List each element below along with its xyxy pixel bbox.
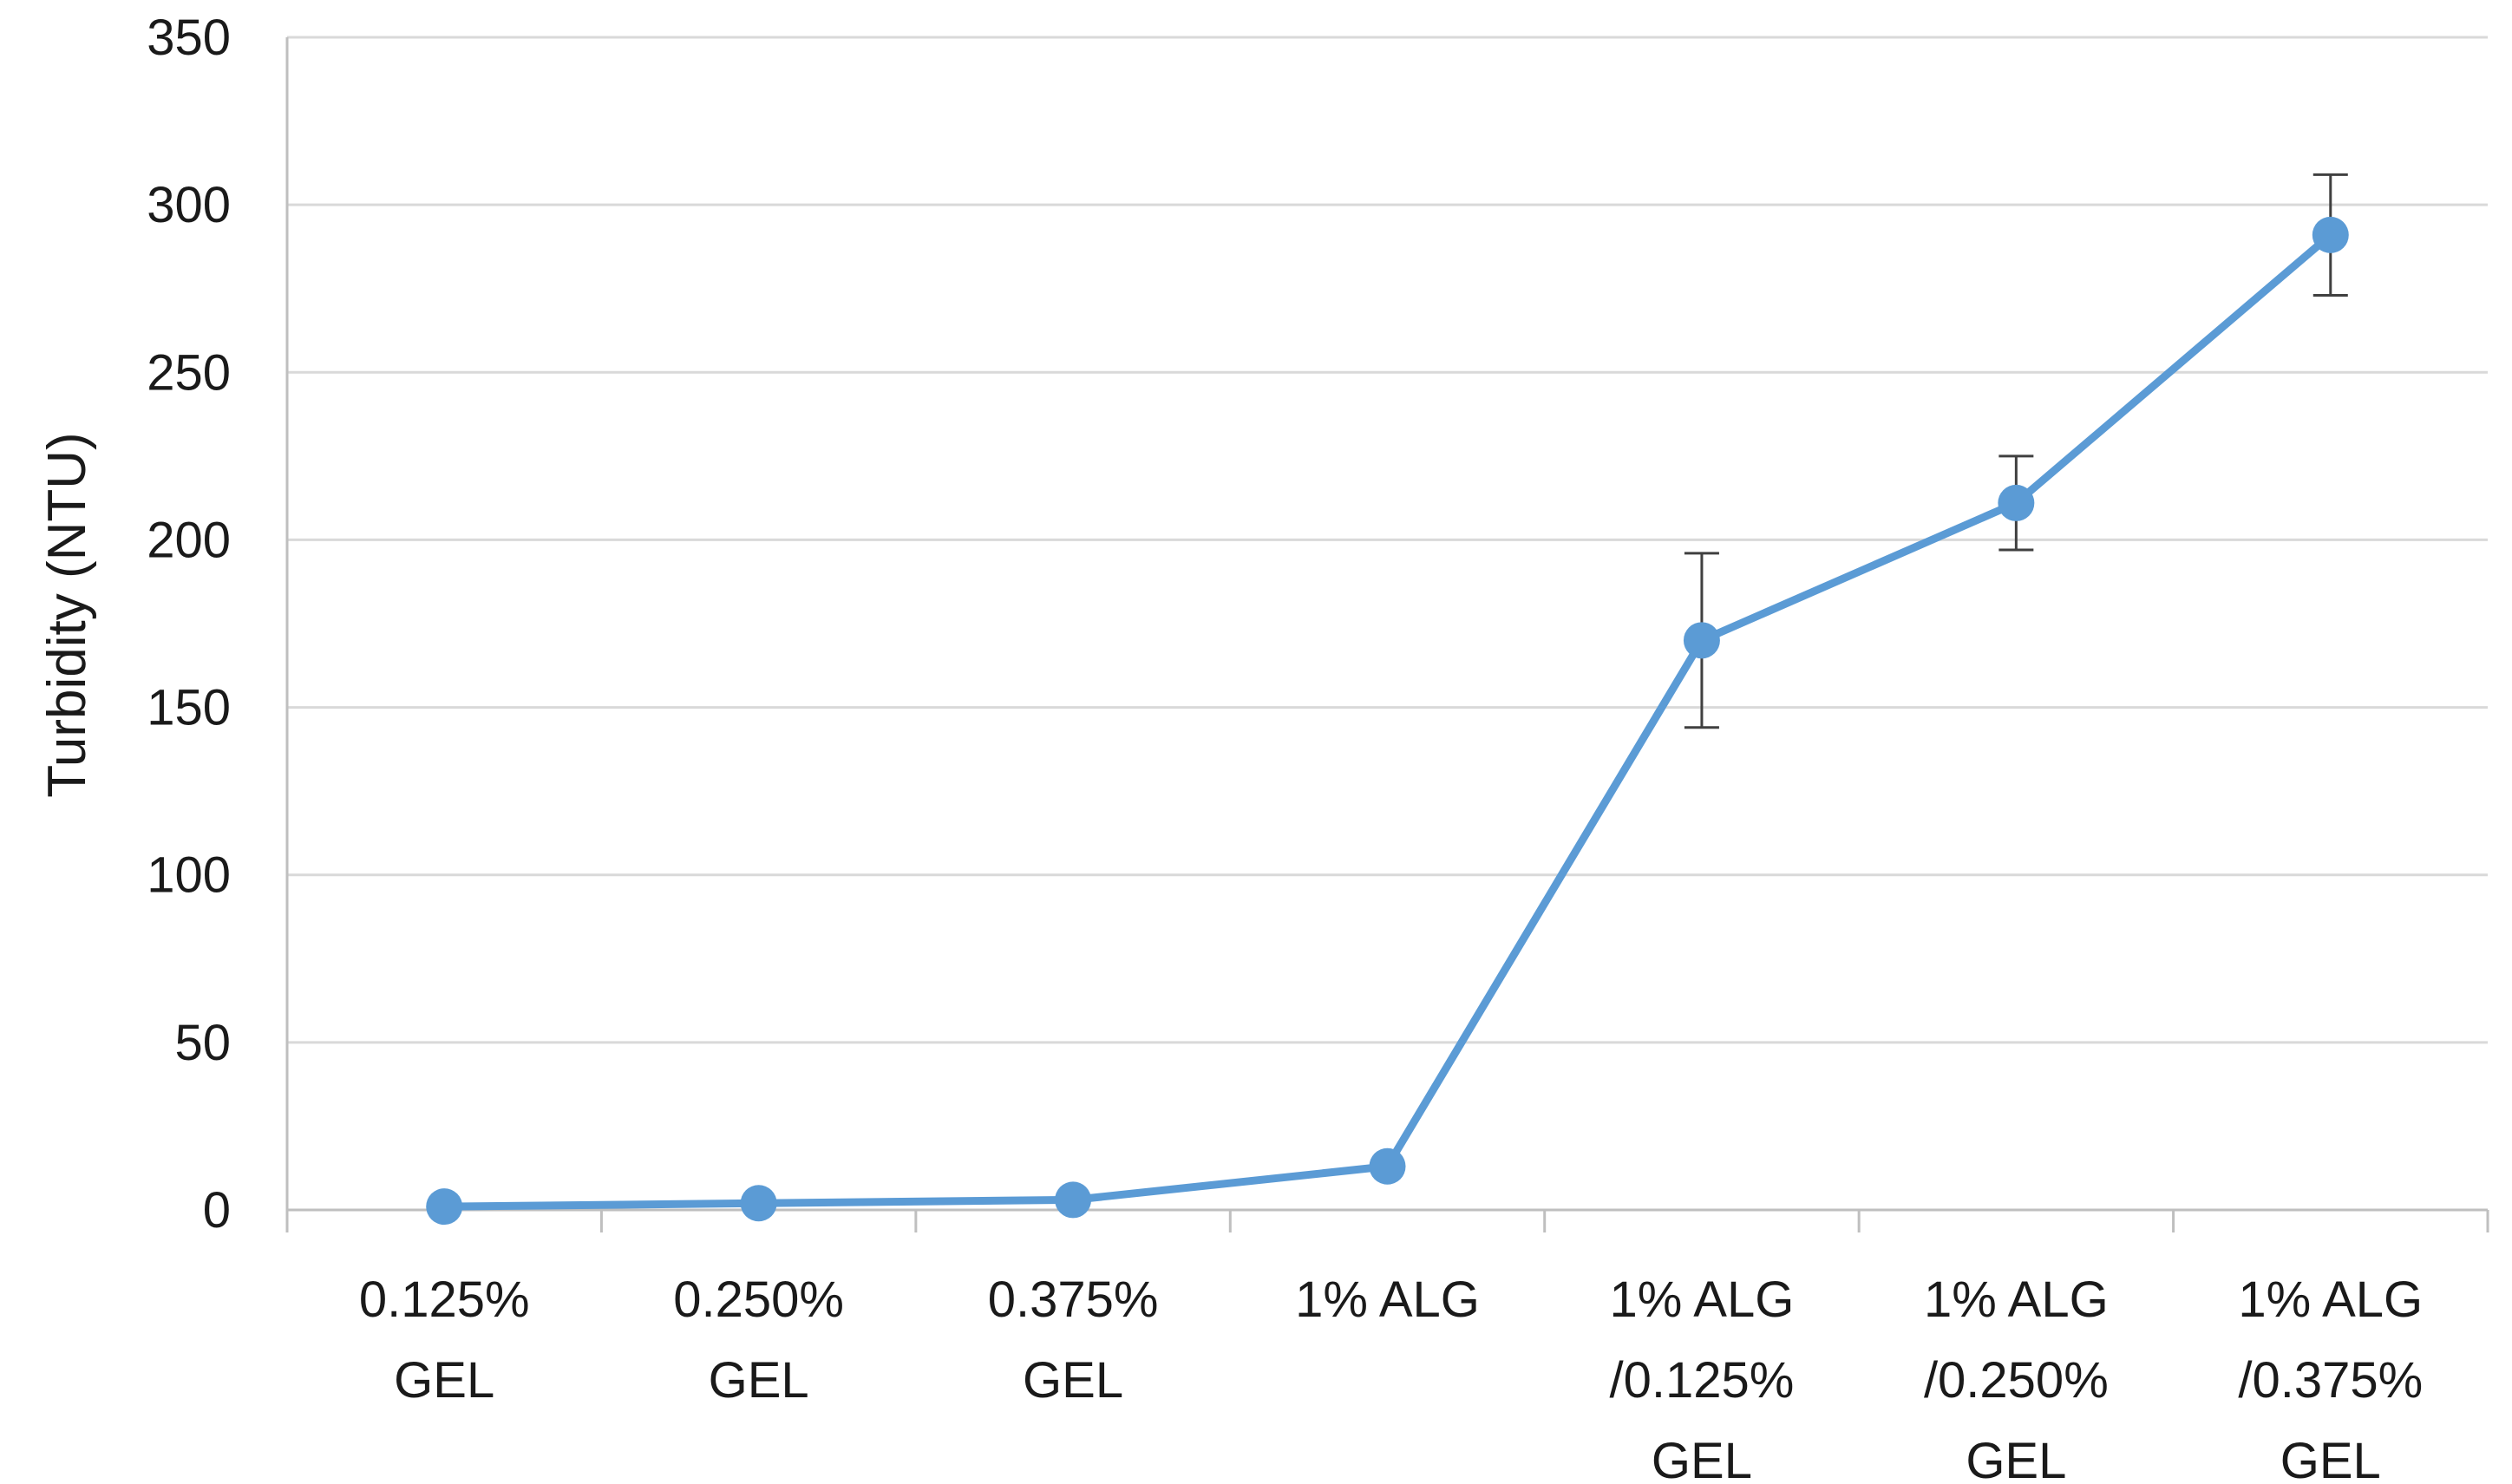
x-tick-label-line: 1% ALG <box>1295 1272 1480 1328</box>
y-tick-label: 0 <box>203 1182 231 1239</box>
x-tick-label: 0.250% GEL <box>673 1272 844 1409</box>
x-tick-label: 1% ALG <box>1295 1272 1480 1328</box>
axes <box>285 37 2489 1232</box>
x-tick-label-line: /0.375% <box>2238 1352 2423 1409</box>
y-axis-title: Turbidity (NTU) <box>37 432 97 797</box>
x-tick-label-line: GEL <box>2280 1433 2381 1480</box>
data-points <box>426 216 2349 1226</box>
gridlines <box>287 36 2488 1044</box>
y-axis-tick-labels: 0 50 100 150 200 250 300 350 <box>147 10 231 1239</box>
x-tick-label-line: GEL <box>1966 1433 2066 1480</box>
x-tick-label-line: 1% ALG <box>1610 1272 1795 1328</box>
x-tick-label-line: 1% ALG <box>1924 1272 2109 1328</box>
error-bars <box>1684 173 2348 729</box>
data-point <box>426 1188 463 1226</box>
x-tick-label-line: GEL <box>394 1352 494 1409</box>
y-tick-label: 50 <box>174 1015 231 1071</box>
y-tick-label: 150 <box>147 680 231 736</box>
x-tick-label: 0.125% GEL <box>359 1272 530 1409</box>
x-tick-label: 1% ALG/0.250% GEL <box>1924 1272 2109 1480</box>
data-point <box>1998 484 2035 521</box>
x-tick-label-line: 0.375% <box>988 1272 1159 1328</box>
x-tick-label-line: GEL <box>709 1352 809 1409</box>
x-tick-label-line: /0.250% <box>1924 1352 2109 1409</box>
x-tick-label: 1% ALG/0.125% GEL <box>1610 1272 1795 1480</box>
y-tick-label: 100 <box>147 847 231 904</box>
y-tick-label: 350 <box>147 10 231 66</box>
data-point <box>1683 622 1720 659</box>
x-tick-label-line: /0.125% <box>1610 1352 1795 1409</box>
data-point <box>1055 1181 1092 1219</box>
x-tick-label-line: 1% ALG <box>2238 1272 2423 1328</box>
data-point <box>1369 1147 1406 1185</box>
series-line <box>440 231 2335 1211</box>
data-point <box>2312 216 2349 253</box>
series-line-path <box>440 231 2335 1211</box>
y-tick-label: 250 <box>147 344 231 401</box>
x-tick-label-line: 0.125% <box>359 1272 530 1328</box>
y-tick-label: 200 <box>147 512 231 568</box>
x-tick-label: 1% ALG/0.375% GEL <box>2238 1272 2423 1480</box>
x-tick-label-line: GEL <box>1023 1352 1123 1409</box>
x-tick-label: 0.375% GEL <box>988 1272 1159 1409</box>
x-tick-label-line: 0.250% <box>673 1272 844 1328</box>
data-point <box>740 1185 777 1222</box>
x-tick-label-line: GEL <box>1652 1433 1752 1480</box>
y-tick-label: 300 <box>147 177 231 233</box>
